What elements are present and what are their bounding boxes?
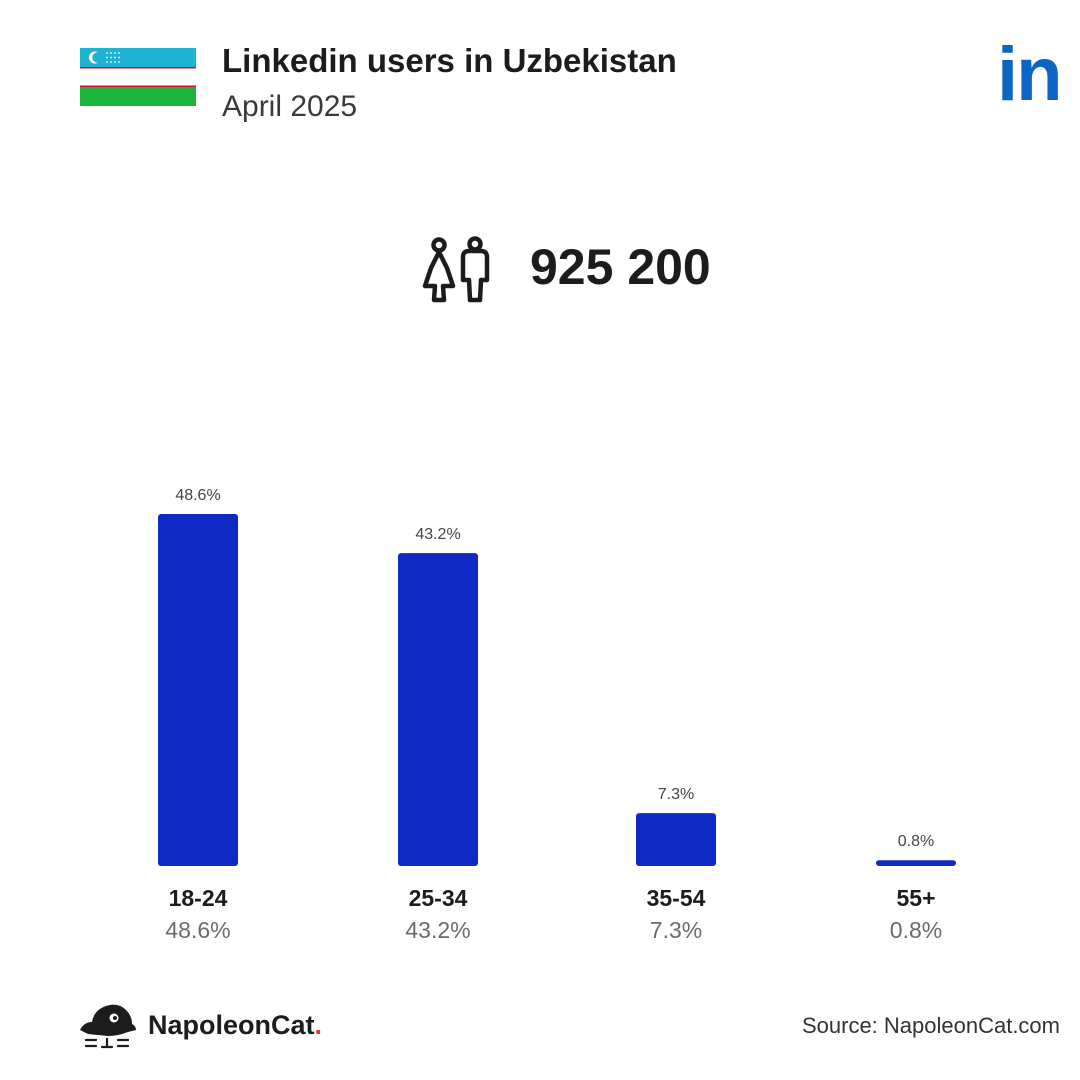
- users-icon: [422, 236, 490, 303]
- linkedin-logo-icon: in: [997, 32, 1063, 117]
- category-label: 25-34: [409, 885, 468, 911]
- brand-name-text: NapoleonCat: [148, 1010, 315, 1040]
- category-percent: 0.8%: [890, 917, 942, 943]
- category-label: 35-54: [647, 885, 706, 911]
- category-label: 55+: [896, 885, 935, 911]
- brand-name: NapoleonCat.: [148, 1010, 322, 1041]
- bar-55+: [876, 860, 956, 866]
- page-title: Linkedin users in Uzbekistan: [222, 42, 677, 79]
- bar-value-label: 48.6%: [175, 487, 220, 504]
- bar-value-label: 7.3%: [658, 786, 694, 803]
- page-subtitle: April 2025: [222, 90, 358, 123]
- category-percent: 43.2%: [405, 917, 470, 943]
- brand-dot: .: [314, 1010, 323, 1040]
- bar-value-label: 43.2%: [415, 526, 460, 543]
- bar-18-24: [158, 514, 238, 866]
- category-percent: 48.6%: [165, 917, 230, 943]
- category-label: 18-24: [169, 885, 228, 911]
- bar-value-label: 0.8%: [898, 833, 934, 850]
- age-bar-chart: 48.6% 18-24 48.6% 43.2% 25-34 43.2% 7.3% 35-54 7…: [158, 487, 956, 943]
- category-percent: 7.3%: [650, 917, 702, 943]
- source-text: Source: NapoleonCat.com: [801, 1013, 1060, 1038]
- uzbekistan-flag-icon: [80, 48, 196, 106]
- total-users-count: 925 200: [530, 239, 711, 295]
- napoleoncat-logo-icon: [80, 1004, 136, 1049]
- bar-35-54: [636, 813, 716, 866]
- bar-25-34: [398, 553, 478, 866]
